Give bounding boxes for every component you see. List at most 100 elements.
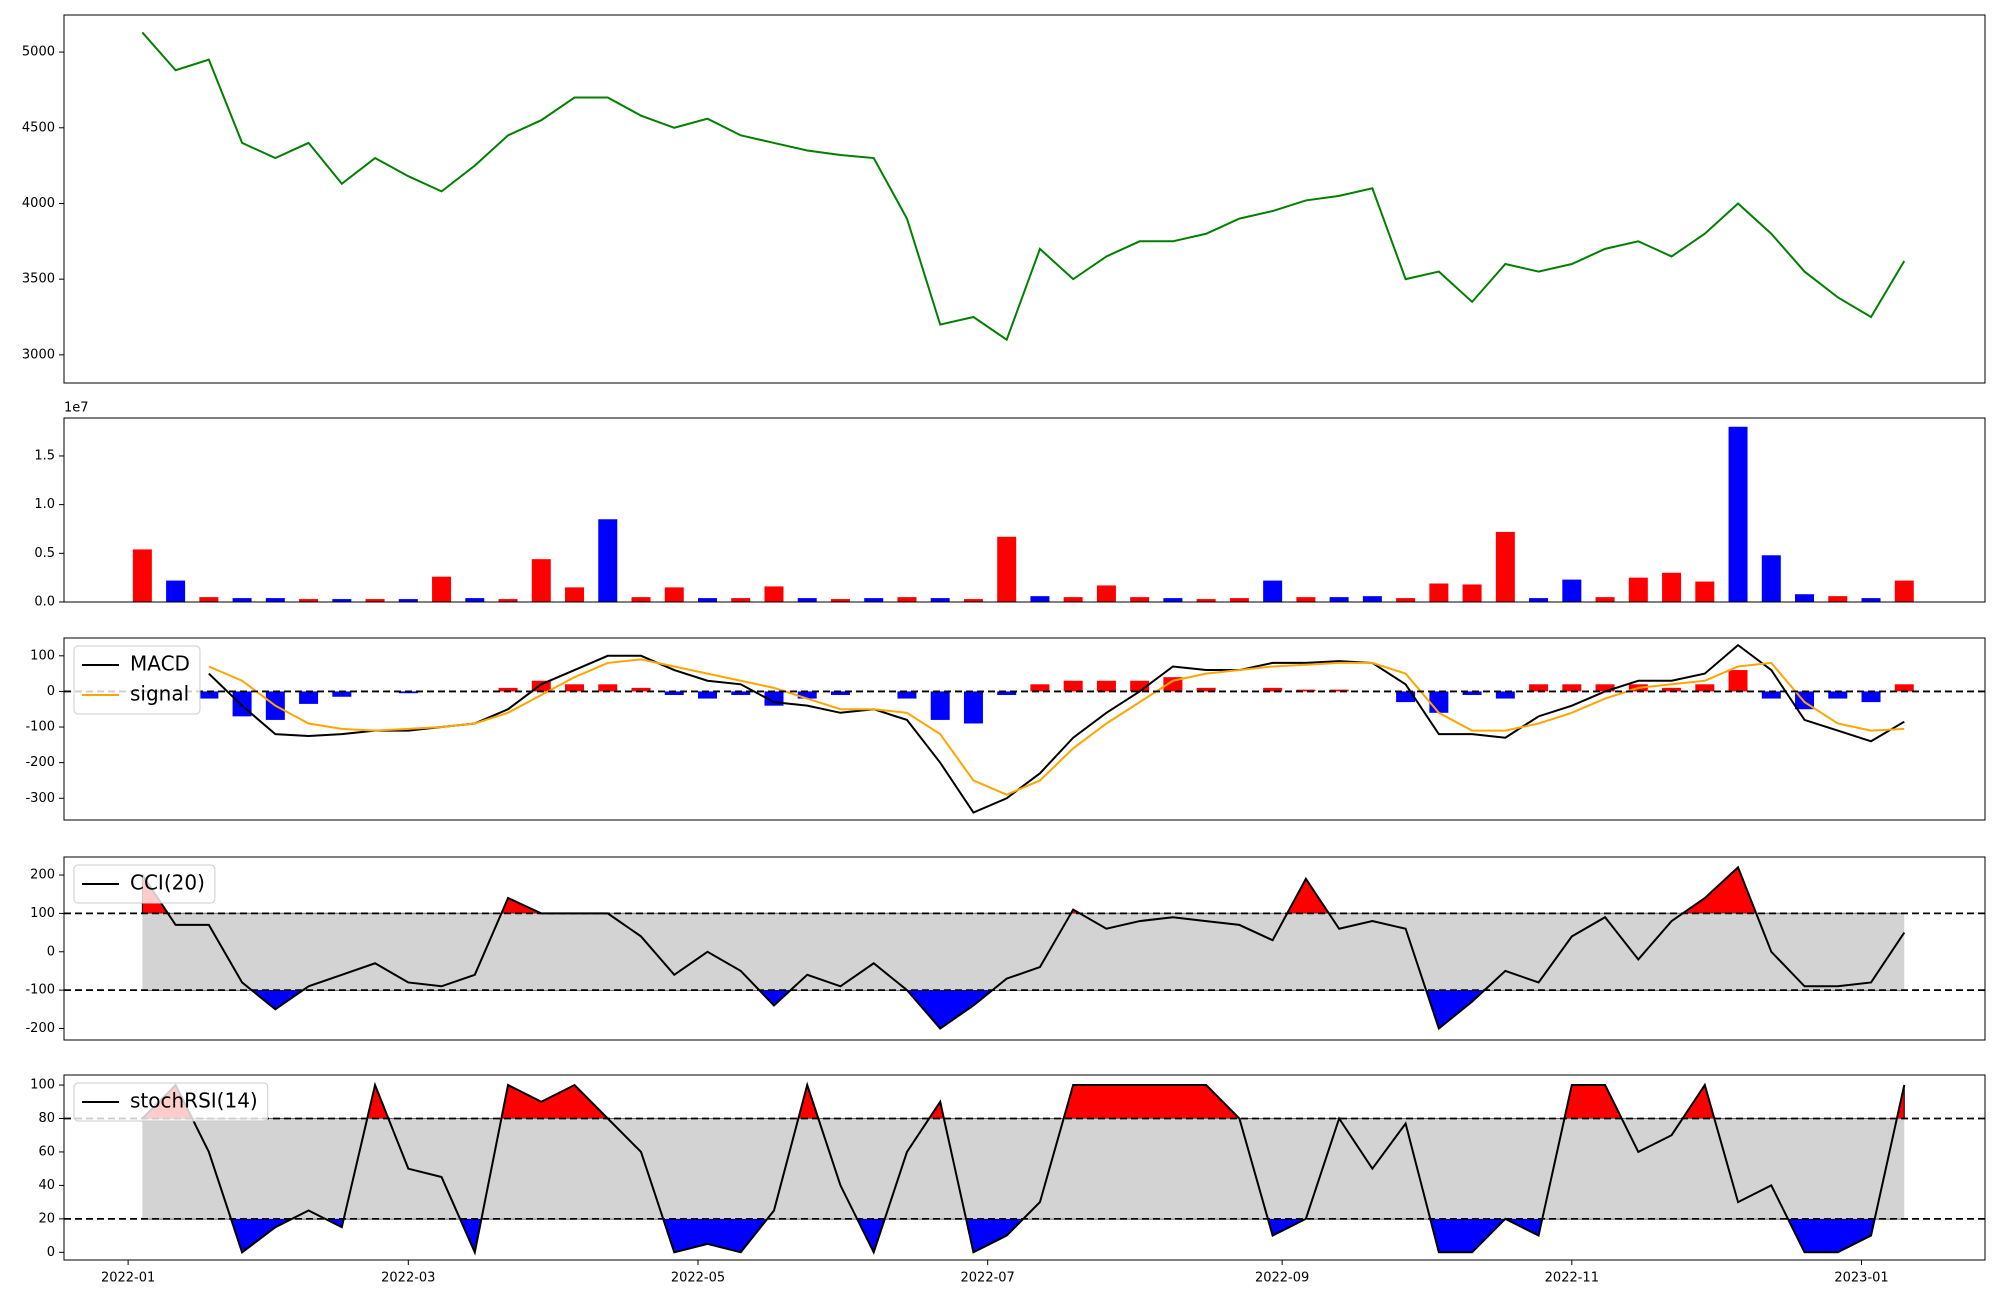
legend: MACD signal	[73, 645, 201, 715]
histogram-bar	[1761, 691, 1781, 699]
legend: stochRSI(14)	[73, 1082, 269, 1122]
volume-bar	[930, 598, 950, 602]
histogram-bar	[1595, 684, 1615, 692]
volume-bar	[1529, 598, 1549, 602]
histogram-bar	[1263, 687, 1283, 692]
y-tick-label: 4000	[22, 196, 55, 211]
volume-bar	[1861, 598, 1881, 602]
volume-bar	[963, 599, 983, 602]
volume-bar	[1362, 596, 1382, 602]
y-tick-label: 100	[30, 648, 55, 663]
volume-bar	[664, 587, 684, 602]
volume-bar	[1761, 555, 1781, 602]
volume-bar	[764, 586, 784, 602]
histogram-bar	[797, 691, 817, 699]
histogram-bar	[664, 691, 684, 695]
volume-bar	[332, 599, 352, 602]
volume-bar	[199, 597, 219, 602]
histogram-bar	[1329, 689, 1349, 692]
y-tick-label: -100	[25, 983, 55, 998]
axes-frame	[63, 637, 1986, 821]
histogram-bar	[1063, 680, 1083, 692]
volume-bar	[132, 549, 152, 602]
histogram-bar	[299, 691, 319, 704]
legend-box	[73, 645, 201, 715]
y-tick-label: 200	[30, 868, 55, 883]
x-tick-label: 2022-05	[671, 1271, 725, 1286]
y-tick-label: -100	[25, 720, 55, 735]
volume-bar	[265, 598, 285, 602]
histogram-bar	[963, 691, 983, 724]
y-tick-label: 3000	[22, 347, 55, 362]
histogram-bar	[930, 691, 950, 720]
volume-bar	[830, 599, 850, 602]
series-line	[141, 865, 1906, 1031]
volume-bar	[1628, 577, 1648, 602]
histogram-bar	[1130, 680, 1150, 692]
volume-bar	[1030, 596, 1050, 602]
volume-bar	[1263, 580, 1283, 602]
histogram-bar	[531, 680, 551, 692]
axes-frame	[63, 417, 1986, 603]
histogram-bar	[332, 691, 352, 697]
histogram-bar	[698, 691, 717, 699]
volume-bar	[1728, 426, 1748, 602]
volume-bar	[698, 598, 717, 602]
volume-bar	[465, 598, 485, 602]
x-tick-label: 2022-11	[1545, 1271, 1599, 1286]
legend: CCI(20)	[73, 864, 216, 904]
series-line	[208, 658, 1905, 796]
histogram-bar	[1828, 691, 1848, 699]
y-tick-label: 20	[38, 1211, 55, 1226]
volume-bar	[1096, 585, 1116, 602]
histogram-bar	[1662, 687, 1682, 692]
volume-bar	[1163, 598, 1183, 602]
x-tick-label: 2022-03	[381, 1271, 435, 1286]
volume-bar	[1795, 594, 1815, 602]
offset-label: 1e7	[64, 401, 89, 416]
histogram-bar	[1695, 684, 1715, 692]
y-tick-label: 80	[38, 1111, 55, 1126]
x-tick-label: 2022-09	[1255, 1271, 1309, 1286]
volume-bar	[1063, 597, 1083, 602]
neutral-band	[142, 1118, 1905, 1219]
y-tick-label: -200	[25, 755, 55, 770]
volume-bar	[1196, 599, 1216, 602]
histogram-bar	[199, 691, 219, 699]
histogram-bar	[1495, 691, 1515, 699]
histogram-bar	[1030, 684, 1050, 692]
histogram-bar	[1429, 691, 1449, 713]
axes-frame	[63, 14, 1986, 384]
y-tick-label: -200	[25, 1021, 55, 1036]
volume-bar	[1662, 572, 1682, 602]
volume-bar	[631, 597, 651, 602]
histogram-bar	[1396, 691, 1416, 703]
histogram-bar	[1196, 687, 1216, 692]
histogram-bar	[631, 687, 651, 692]
volume-bar	[1329, 597, 1349, 602]
y-tick-label: 0	[47, 1245, 55, 1260]
histogram-bar	[1529, 684, 1549, 692]
volume-bar	[299, 599, 319, 602]
histogram-bar	[1096, 680, 1116, 692]
volume-bar	[1695, 581, 1715, 602]
volume-bar	[432, 576, 452, 602]
volume-bar	[897, 597, 917, 602]
y-tick-label: 0	[47, 944, 55, 959]
volume-bar	[1828, 596, 1848, 602]
y-tick-label: 3500	[22, 272, 55, 287]
histogram-bar	[1296, 689, 1316, 692]
volume-bar	[531, 559, 551, 602]
x-tick-label: 2023-01	[1834, 1271, 1888, 1286]
oversold-fill	[141, 990, 1905, 1030]
volume-bar	[1296, 597, 1316, 602]
series-line	[141, 31, 1906, 342]
volume-bar	[1396, 598, 1416, 602]
volume-bar	[398, 599, 418, 602]
histogram-bar	[1861, 691, 1881, 703]
neutral-band	[142, 913, 1905, 991]
volume-bar	[1595, 597, 1615, 602]
histogram-bar	[731, 691, 751, 695]
legend-label: signal	[130, 682, 189, 706]
volume-bar	[565, 587, 585, 602]
